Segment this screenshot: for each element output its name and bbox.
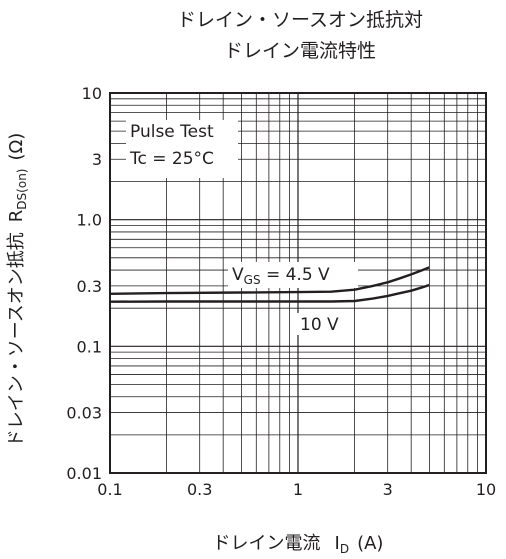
x-axis-label: ドレイン電流 ID (A)	[213, 533, 384, 556]
condition-pulse-test: Pulse Test	[130, 122, 214, 142]
x-tick-label: 10	[476, 480, 496, 499]
y-tick-label: 1.0	[77, 211, 102, 230]
y-tick-label: 0.01	[66, 464, 102, 483]
series-label-bg-2	[296, 313, 346, 335]
y-tick-label: 0.03	[66, 404, 102, 423]
tick-labels: 0.1 0.3 1 3 10 0.01 0.03 0.1 0.3 1.0 3 10	[66, 84, 496, 499]
svg-text:ドレイン・ソースオン抵抗RDS(on)(Ω): ドレイン・ソースオン抵抗RDS(on)(Ω)	[6, 133, 29, 448]
series-label-10v: 10 V	[300, 315, 339, 335]
series-lines	[109, 266, 430, 303]
series-line-0	[109, 266, 430, 295]
x-tick-label: 0.3	[187, 480, 212, 499]
series-line-1	[109, 283, 430, 303]
series-label-vgs45: VGS = 4.5 V	[232, 265, 330, 287]
chart-title-line2: ドレイン電流特性	[224, 40, 376, 62]
x-tick-label: 1	[293, 480, 303, 499]
plot-frame	[109, 92, 487, 474]
y-tick-label: 3	[92, 150, 102, 169]
series-label-bg	[228, 262, 358, 288]
chart-title-line1: ドレイン・ソースオン抵抗対	[177, 9, 423, 31]
grid	[109, 92, 487, 474]
x-tick-label: 3	[383, 480, 393, 499]
y-axis-label: ドレイン・ソースオン抵抗RDS(on)(Ω)	[6, 133, 29, 448]
y-tick-label: 0.3	[77, 277, 102, 296]
y-tick-label: 0.1	[77, 337, 102, 356]
condition-temperature: Tc = 25°C	[129, 149, 214, 169]
x-tick-label: 0.1	[97, 480, 122, 499]
conditions-box	[126, 120, 238, 178]
y-tick-label: 10	[82, 84, 102, 103]
